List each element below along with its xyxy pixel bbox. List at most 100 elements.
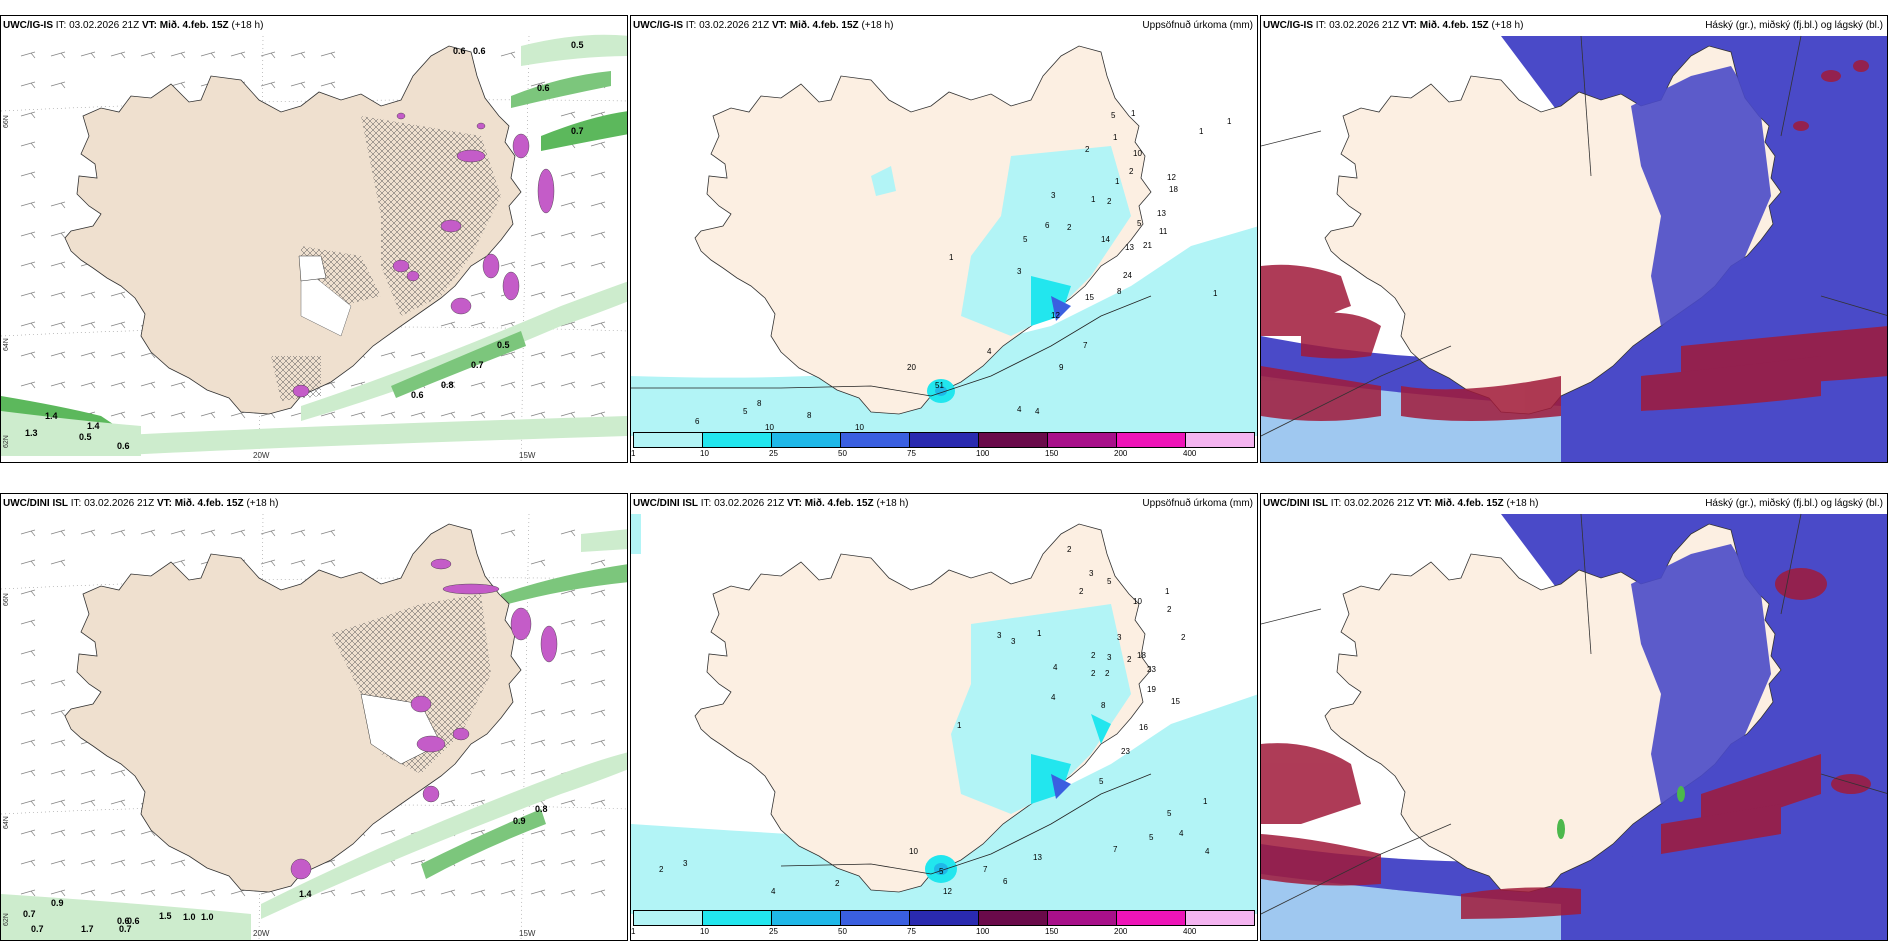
magenta-spots [290,558,558,880]
svg-text:2: 2 [1181,633,1186,642]
precip-legend: 1 10 25 50 75 100 150 200 400 [631,910,1255,938]
precip-labels: 2 3 5 2 10 1 2 3 3 1 2 4 3 18 2 23 19 15… [659,545,1210,896]
svg-text:24: 24 [1123,271,1132,280]
svg-text:2: 2 [1129,167,1134,176]
svg-text:12: 12 [1051,311,1060,320]
panel-title: UWC/DINI ISL IT: 03.02.2026 21Z VT: Mið.… [1263,498,1539,509]
svg-text:1.3: 1.3 [25,428,38,438]
svg-text:10: 10 [909,847,918,856]
svg-text:2: 2 [1091,669,1096,678]
svg-text:14: 14 [1101,235,1110,244]
svg-text:0.6: 0.6 [411,390,424,400]
svg-text:0.5: 0.5 [79,432,92,442]
panel-subtitle: Uppsöfnuð úrkoma (mm) [1142,20,1253,31]
svg-text:8: 8 [757,399,762,408]
svg-text:3: 3 [683,859,688,868]
svg-text:5: 5 [1107,577,1112,586]
svg-text:0.6: 0.6 [473,46,486,56]
svg-text:4: 4 [1017,405,1022,414]
svg-text:3: 3 [1107,653,1112,662]
precip-shading [871,146,1131,403]
mid-cloud-over-land [1631,544,1771,804]
lat-label: 64N [3,816,10,829]
svg-text:0.5: 0.5 [571,40,584,50]
svg-text:10: 10 [855,423,864,432]
svg-text:15: 15 [1085,293,1094,302]
svg-text:0.9: 0.9 [513,816,526,826]
cloud-map [1261,513,1887,940]
svg-text:1.4: 1.4 [45,411,58,421]
svg-text:2: 2 [1107,197,1112,206]
svg-text:0.5: 0.5 [497,340,510,350]
svg-text:0.7: 0.7 [119,924,132,934]
precip-legend: 1 10 25 50 75 100 150 200 400 [631,432,1255,460]
svg-text:0.6: 0.6 [117,441,130,451]
svg-text:0.8: 0.8 [441,380,454,390]
lon-label: 15W [519,929,536,938]
panel-igis-precip: UWC/IG-IS IT: 03.02.2026 21Z VT: Mið. 4.… [630,15,1258,463]
svg-text:23: 23 [1147,665,1156,674]
svg-text:5: 5 [1149,833,1154,842]
precip-sea-light [631,226,1257,436]
precip-contour [631,295,1152,397]
svg-text:1.5: 1.5 [159,911,172,921]
wind-map: 0.9 0.8 1.4 0.9 0.7 0.7 1.7 1.0 0.6 0.6 … [1,513,627,940]
legend-color-bar [633,910,1255,926]
precip-labels: 1 1 5 2 10 2 1 3 1 2 12 18 13 5 14 13 21… [695,109,1232,432]
panel-subtitle: Háský (gr.), miðský (fj.bl.) og lágský (… [1705,498,1883,509]
svg-text:4: 4 [1035,407,1040,416]
panel-title: UWC/IG-IS IT: 03.02.2026 21Z VT: Mið. 4.… [3,20,264,31]
svg-text:6: 6 [1045,221,1050,230]
svg-text:1: 1 [949,253,954,262]
high-cloud-areas [1261,568,1871,919]
precip-contour [780,773,1152,875]
green-bands [1,529,627,940]
svg-text:2: 2 [1105,669,1110,678]
svg-text:5: 5 [1023,235,1028,244]
svg-text:0.6: 0.6 [117,916,130,926]
svg-text:1.4: 1.4 [299,889,312,899]
lon-label: 20W [253,451,270,460]
svg-text:10: 10 [1133,597,1142,606]
svg-text:4: 4 [771,887,776,896]
svg-text:4: 4 [1053,663,1058,672]
svg-text:5: 5 [939,867,944,876]
lat-label: 62N [3,435,10,448]
svg-text:0.7: 0.7 [23,909,36,919]
svg-text:0.6: 0.6 [453,46,466,56]
svg-text:18: 18 [1169,185,1178,194]
green-labels: 0.9 0.8 1.4 0.9 0.7 0.7 1.7 1.0 0.6 0.6 … [23,804,548,934]
svg-text:6: 6 [1003,877,1008,886]
lat-label: 66N [3,593,10,606]
svg-text:7: 7 [983,865,988,874]
svg-text:2: 2 [1167,605,1172,614]
panel-igis-wind: UWC/IG-IS IT: 03.02.2026 21Z VT: Mið. 4.… [0,15,628,463]
magenta-spots [292,112,555,398]
svg-text:1: 1 [1227,117,1232,126]
lon-label: 20W [253,929,270,938]
svg-text:0.7: 0.7 [571,126,584,136]
svg-text:5: 5 [743,407,748,416]
svg-text:5: 5 [1167,809,1172,818]
precip-map: 1 1 5 2 10 2 1 3 1 2 12 18 13 5 14 13 21… [631,45,1257,436]
svg-text:5: 5 [1099,777,1104,786]
legend-color-bar [633,432,1255,448]
svg-text:2: 2 [1127,655,1132,664]
svg-text:19: 19 [1147,685,1156,694]
svg-text:13: 13 [1125,243,1134,252]
svg-text:0.8: 0.8 [535,804,548,814]
svg-text:12: 12 [1167,173,1176,182]
panel-subtitle: Háský (gr.), miðský (fj.bl.) og lágský (… [1705,20,1883,31]
svg-text:2: 2 [835,879,840,888]
svg-text:7: 7 [1083,341,1088,350]
svg-text:1: 1 [1203,797,1208,806]
svg-text:3: 3 [1117,633,1122,642]
panel-title: UWC/DINI ISL IT: 03.02.2026 21Z VT: Mið.… [3,498,279,509]
svg-text:18: 18 [1137,651,1146,660]
svg-text:23: 23 [1121,747,1130,756]
svg-text:0.9: 0.9 [51,898,64,908]
svg-text:1.0: 1.0 [201,912,214,922]
svg-text:11: 11 [1159,227,1168,236]
svg-text:13: 13 [1157,209,1166,218]
legend-ticks: 1 10 25 50 75 100 150 200 400 [631,927,1197,936]
